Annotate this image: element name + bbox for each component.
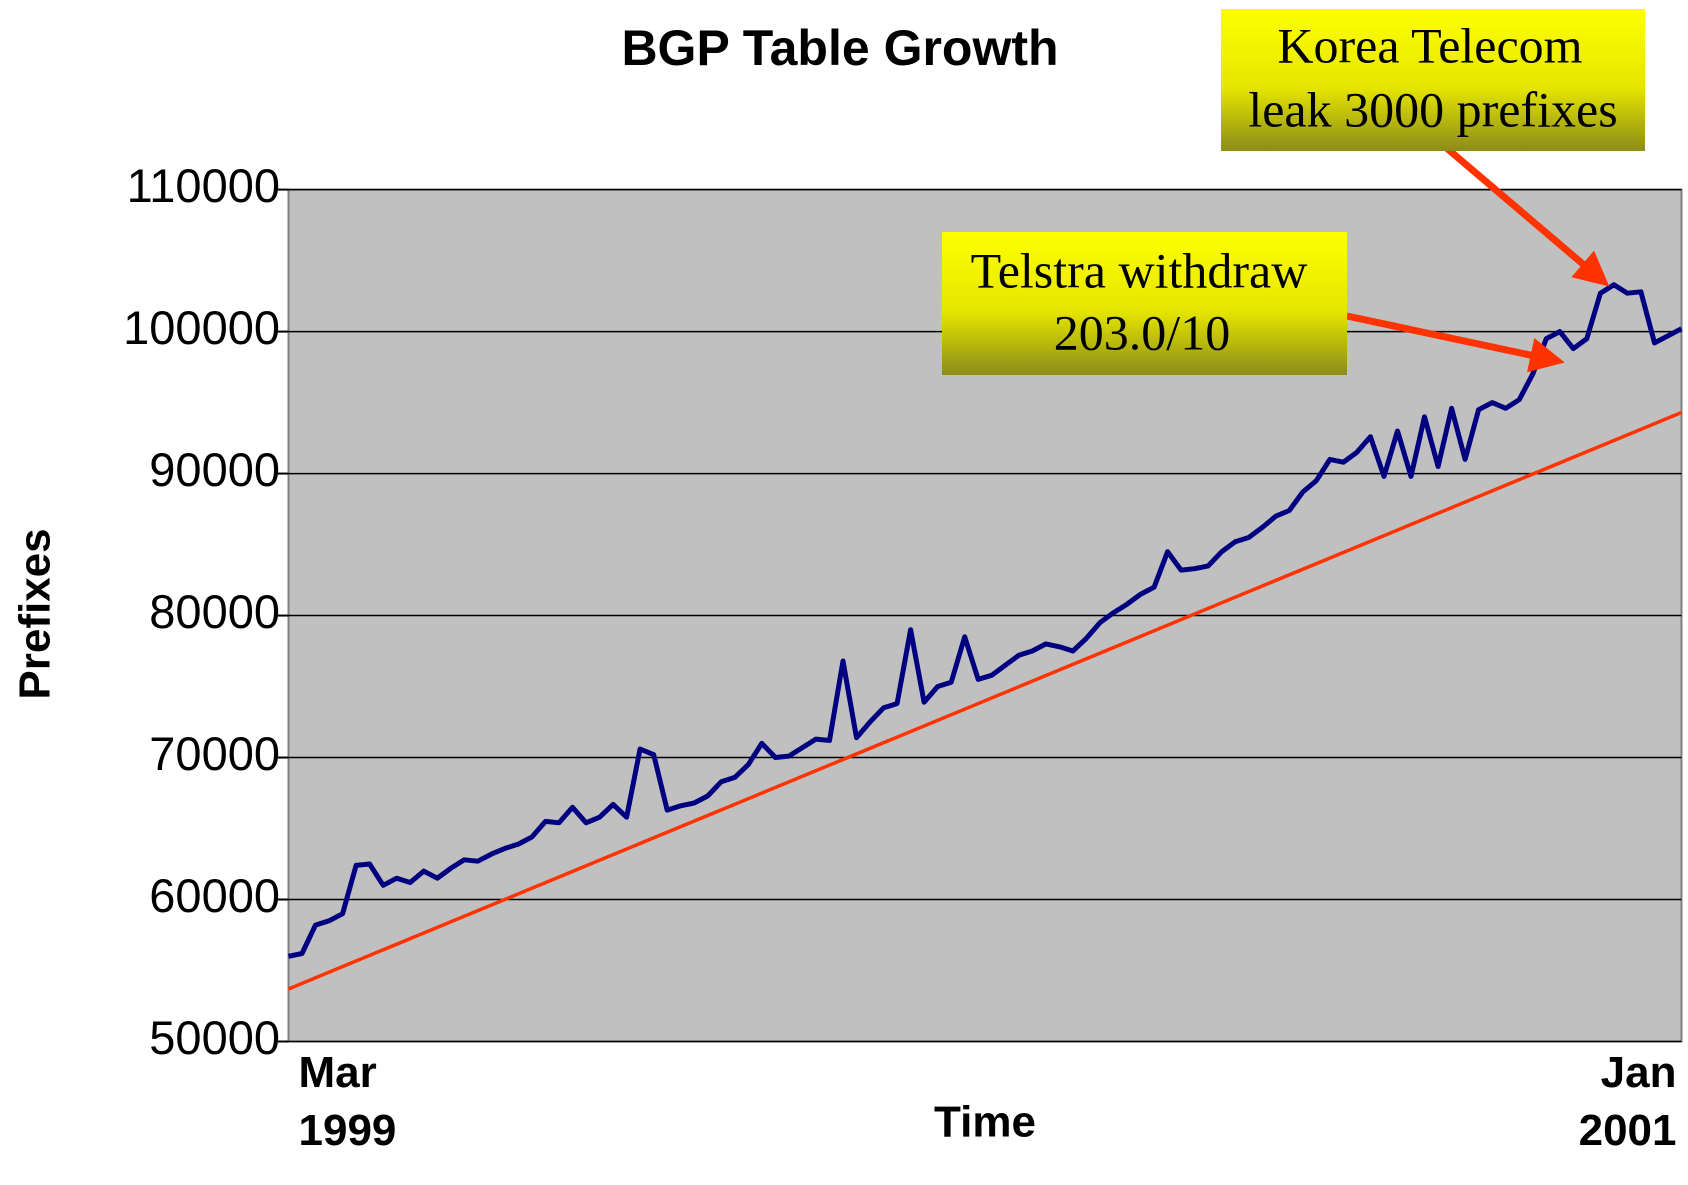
- annotation-text: 203.0/10: [1054, 304, 1230, 360]
- annotation: Korea Telecom leak 3000 prefixes: [1221, 9, 1645, 151]
- data-line: [287, 282, 1683, 959]
- chart-title: BGP Table Growth: [621, 20, 1058, 76]
- y-tick-label: 110000: [127, 159, 280, 212]
- y-axis-label: Prefixes: [11, 528, 60, 699]
- y-tick-label: 70000: [149, 727, 280, 780]
- y-tick-label: 80000: [149, 585, 280, 638]
- arrow: [1346, 312, 1565, 373]
- x-axis-label: Time: [934, 1098, 1036, 1147]
- annotation-text: leak 3000 prefixes: [1248, 81, 1617, 137]
- annotation: Telstra withdraw 203.0/10: [942, 232, 1347, 375]
- annotation-box: [942, 232, 1347, 375]
- y-tick-label: 50000: [149, 1011, 280, 1064]
- annotation-text: Telstra withdraw: [971, 242, 1308, 298]
- y-tick-label: 60000: [149, 869, 280, 922]
- trend-line: [287, 410, 1683, 991]
- annotation-box: [1221, 9, 1645, 151]
- arrow: [1440, 142, 1610, 287]
- y-tick-label: 90000: [149, 443, 280, 496]
- x-tick-label: Mar 1999: [299, 1048, 397, 1155]
- annotation-text: Korea Telecom: [1277, 17, 1582, 73]
- y-tick-label: 100000: [123, 301, 280, 354]
- x-tick-label: Jan 2001: [1579, 1048, 1677, 1155]
